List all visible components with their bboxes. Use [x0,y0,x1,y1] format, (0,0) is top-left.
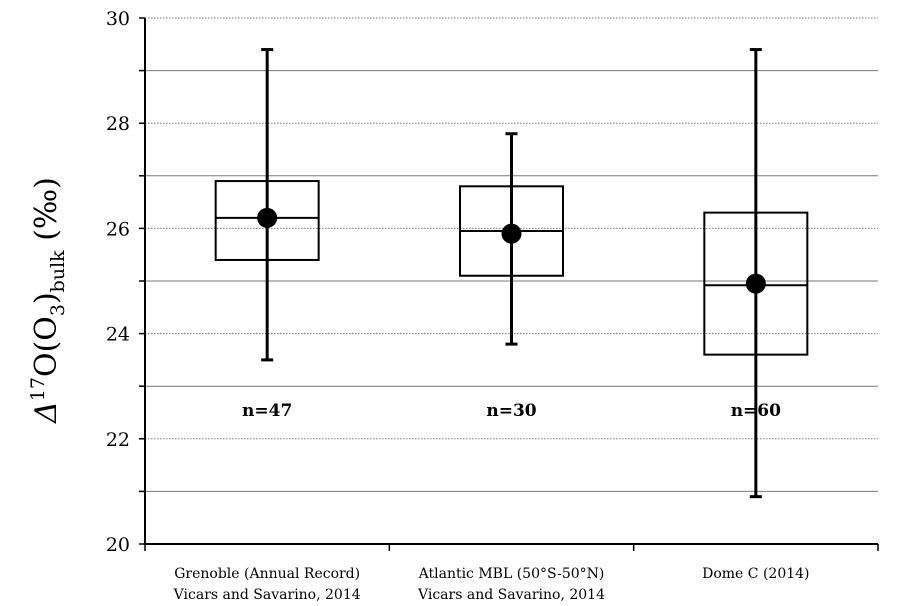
y-label-mid: O(O [29,316,64,377]
y-tick-label: 24 [106,324,130,346]
y-tick-label: 20 [106,534,130,556]
box-iqr [703,211,809,356]
category-label-line1: Atlantic MBL (50°S-50°N) [418,566,605,582]
y-label-paren: ) [29,292,64,304]
y-tick-label: 30 [106,8,130,30]
y-label-subbulk: bulk [47,250,69,292]
category-labels: Grenoble (Annual Record) Vicars and Savar… [173,566,810,603]
category-label-line2: Vicars and Savarino, 2014 [173,587,361,603]
category-label-line2: Vicars and Savarino, 2014 [417,587,605,603]
n-label: n=47 [242,401,292,421]
y-label-sup: 17 [27,377,49,401]
n-label: n=30 [486,401,536,421]
category-label-line1: Dome C (2014) [702,566,809,582]
y-tick-label: 26 [106,218,130,240]
box-group: n=47 [214,48,320,421]
n-label: n=60 [731,401,781,421]
y-label-delta: Δ [29,401,64,424]
y-tick-label: 28 [106,113,130,135]
box-series: n=47 n=30 n=60 [214,48,809,499]
box-group: n=60 [703,48,809,499]
y-label-sub3: 3 [47,304,69,316]
x-axis-ticks [144,544,879,551]
mean-marker [501,223,522,244]
category-label-line1: Grenoble (Annual Record) [174,566,360,582]
y-label-unit: (‰) [29,177,64,250]
mean-marker [745,273,766,294]
mean-marker [257,207,278,228]
y-axis-ticks: 20 22 24 26 28 30 [106,8,145,556]
y-tick-label: 22 [106,429,130,451]
box-group: n=30 [459,132,564,421]
box-iqr [214,180,320,261]
y-axis-label: Δ17O(O3)bulk (‰) [27,177,69,424]
